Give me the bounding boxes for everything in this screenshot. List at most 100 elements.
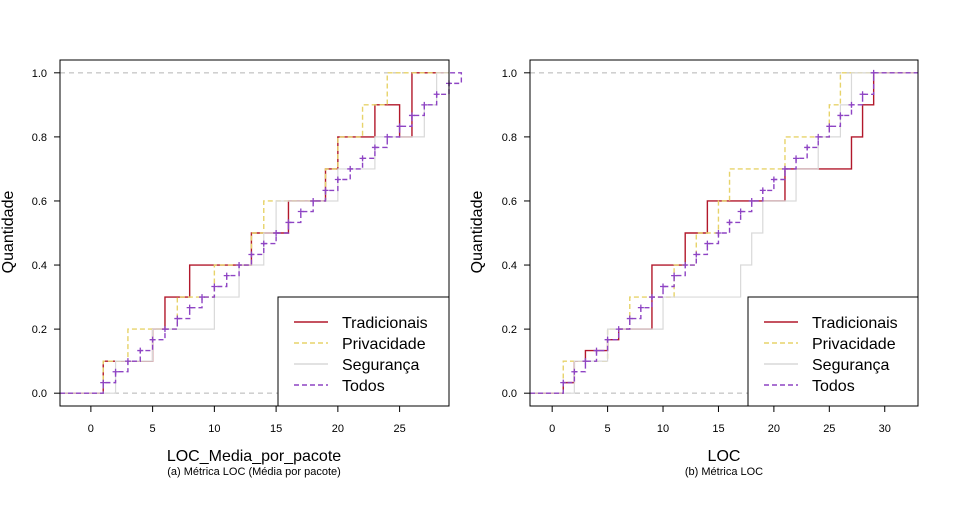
panel-a-legend-box (277, 296, 450, 407)
panel-a-todos-point-18 (322, 187, 329, 194)
panel-b-todos-point-6 (626, 315, 633, 322)
panel-b-legend-label-3: Todos (812, 378, 855, 395)
panel-a-todos-point-22 (371, 144, 378, 151)
panel-b-y-tick-label-2: 0.4 (502, 260, 517, 272)
panel-b-y-tick-label-3: 0.6 (502, 196, 517, 208)
panel-a-legend-label-2: Segurança (342, 357, 419, 374)
panel-b-legend: Tradicionais Privacidade Segurança Todos (747, 296, 919, 407)
panel-b-y-tick-label-4: 0.8 (502, 132, 517, 144)
panel-a-x-tick-label-0: 0 (88, 423, 94, 435)
panel-b-caption: (b) Métrica LOC (685, 466, 763, 478)
panel-a: LOC_Media_por_pacote Quantidade (a) Métr… (0, 59, 463, 478)
panel-a-todos-point-0 (100, 379, 107, 386)
panel-a-legend: Tradicionais Privacidade Segurança Todos (277, 296, 450, 407)
panel-b-x-axis-title: LOC (708, 448, 741, 465)
panel-b-todos-point-16 (737, 208, 744, 215)
panel-a-todos-point-21 (359, 155, 366, 162)
panel-a-y-tick-label-1: 0.2 (32, 324, 47, 336)
panel-b-x-tick-label-6: 30 (879, 423, 891, 435)
panel-a-todos-point-15 (285, 219, 292, 226)
panel-a-y-tick-label-5: 1.0 (32, 68, 47, 80)
panel-a-x-axis-title: LOC_Media_por_pacote (167, 448, 341, 465)
panel-a-todos-point-7 (186, 304, 193, 311)
panel-a-todos-point-2 (124, 358, 131, 365)
panel-b-todos-point-12 (693, 251, 700, 258)
panel-b-todos-point-7 (637, 304, 644, 311)
panel-b-y-tick-label-0: 0.0 (502, 388, 517, 400)
panel-a-x-tick-label-1: 5 (150, 423, 156, 435)
panel-a-y-axis-title: Quantidade (0, 191, 17, 274)
panel-b-todos-point-23 (815, 133, 822, 140)
panel-a-todos-point-6 (174, 315, 181, 322)
panel-b-legend-box (747, 296, 919, 407)
panel-b-x-tick-label-0: 0 (549, 423, 555, 435)
panel-b-todos-point-8 (648, 294, 655, 301)
panel-b-todos-point-1 (571, 368, 578, 375)
panel-b-legend-label-0: Tradicionais (812, 315, 898, 332)
panel-a-todos-point-17 (310, 197, 317, 204)
panel-a-todos-point-19 (334, 176, 341, 183)
panel-b-todos-point-2 (582, 358, 589, 365)
panel-b-todos-point-3 (593, 347, 600, 354)
panel-b-todos-point-25 (837, 112, 844, 119)
panel-b-todos-point-11 (682, 262, 689, 269)
panel-a-todos-point-23 (384, 133, 391, 140)
panel-b-todos-point-24 (826, 123, 833, 130)
panel-a-y-tick-label-2: 0.4 (32, 260, 47, 272)
panel-b-todos-point-14 (715, 230, 722, 236)
panel-b-x-tick-label-5: 25 (823, 423, 835, 435)
panel-b-todos-point-15 (726, 219, 733, 226)
panel-a-todos-point-11 (236, 262, 243, 269)
panel-b-legend-label-2: Segurança (812, 357, 889, 374)
panel-a-todos-point-14 (273, 230, 280, 236)
panel-a-x-tick-label-3: 15 (270, 423, 282, 435)
panel-a-todos-point-13 (260, 240, 267, 247)
panel-a-todos-point-12 (248, 251, 255, 258)
panel-a-x-tick-label-2: 10 (208, 423, 220, 435)
panel-a-x-tick-label-4: 20 (332, 423, 344, 435)
panel-b-todos-point-13 (704, 240, 711, 247)
panel-a-caption: (a) Métrica LOC (Média por pacote) (167, 466, 341, 478)
panel-b-series-segurana (530, 72, 918, 394)
panel-b-todos-point-4 (604, 336, 611, 343)
panel-a-x-tick-label-5: 25 (393, 423, 405, 435)
panel-b: LOC Quantidade (b) Métrica LOC 0 5 10 15 20 2… (469, 59, 919, 478)
panel-b-x-tick-label-3: 15 (712, 423, 724, 435)
panel-a-y-tick-label-0: 0.0 (32, 388, 47, 400)
panel-b-todos-point-22 (804, 144, 811, 151)
panel-b-y-axis-title: Quantidade (469, 191, 486, 274)
panel-a-y-tick-label-3: 0.6 (32, 196, 47, 208)
panel-b-todos-point-18 (759, 187, 766, 194)
panel-b-x-tick-label-1: 5 (605, 423, 611, 435)
panel-a-todos-point-5 (161, 326, 168, 333)
panel-b-todos-point-27 (859, 91, 866, 98)
panel-a-todos-point-4 (149, 336, 156, 343)
panel-a-todos-point-1 (112, 368, 119, 375)
panel-a-todos-point-10 (223, 272, 230, 279)
panel-a-legend-label-1: Privacidade (342, 336, 426, 353)
panel-a-todos-point-3 (137, 347, 144, 354)
panel-a-plot-frame (59, 59, 450, 407)
panel-b-todos-point-21 (793, 155, 800, 162)
panel-a-legend-label-3: Todos (342, 378, 385, 395)
panel-a-todos-point-9 (211, 283, 218, 290)
panel-a-todos-point-27 (433, 91, 440, 98)
panel-b-y-tick-label-1: 0.2 (502, 324, 517, 336)
panel-b-todos-point-9 (660, 283, 667, 290)
panel-a-todos-point-20 (347, 165, 354, 172)
panel-b-todos-point-17 (748, 197, 755, 204)
panel-b-todos-point-0 (560, 379, 567, 386)
panel-b-todos-point-5 (615, 326, 622, 333)
panel-b-todos-point-20 (781, 165, 788, 172)
panel-a-todos-point-25 (408, 112, 415, 119)
panel-b-y-tick-label-5: 1.0 (502, 68, 517, 80)
panel-b-todos-point-28 (870, 69, 877, 76)
panel-a-series-privacidade (60, 72, 449, 394)
panel-b-x-tick-label-4: 20 (768, 423, 780, 435)
panel-a-y-tick-label-4: 0.8 (32, 132, 47, 144)
panel-b-todos-point-26 (848, 101, 855, 108)
panel-a-todos-point-26 (421, 101, 428, 108)
panel-b-plot-frame (529, 59, 919, 407)
panel-b-x-tick-label-2: 10 (657, 423, 669, 435)
